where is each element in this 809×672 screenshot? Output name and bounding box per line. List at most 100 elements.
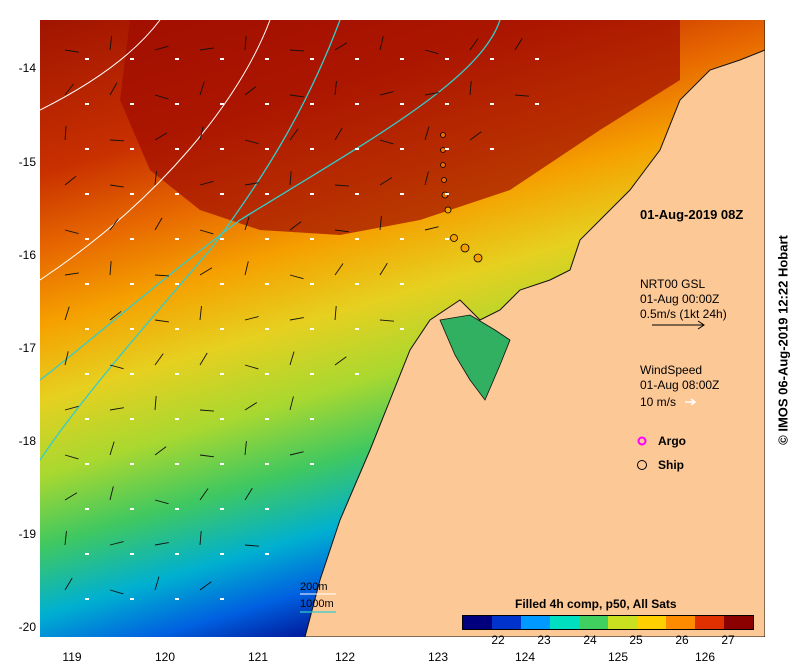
wind-vector xyxy=(130,418,134,420)
wind-vector xyxy=(355,238,359,240)
current-vector xyxy=(64,272,79,276)
current-vector xyxy=(109,364,124,370)
wind-vector xyxy=(310,193,314,195)
current-vector xyxy=(64,531,67,546)
wind-vector xyxy=(220,148,224,150)
current-vector xyxy=(109,589,124,595)
current-vector xyxy=(244,487,253,501)
wind-vector xyxy=(85,283,89,285)
wind-vector xyxy=(445,103,449,105)
current-vector xyxy=(64,306,70,321)
current-vector xyxy=(289,171,292,186)
wind-vector xyxy=(220,58,224,60)
current-vector xyxy=(289,274,304,280)
current-vector xyxy=(199,126,204,141)
wind-vector xyxy=(265,238,269,240)
wind-vector xyxy=(355,373,359,375)
wind-vector xyxy=(400,283,404,285)
current-vector xyxy=(154,94,169,100)
current-vector xyxy=(514,94,529,97)
wind-vector xyxy=(175,283,179,285)
wind-vector xyxy=(400,238,404,240)
current-vector xyxy=(379,216,382,231)
wind-vector xyxy=(265,283,269,285)
current-vector xyxy=(379,262,388,276)
wind-vector xyxy=(85,418,89,420)
wind-vector xyxy=(445,193,449,195)
depth-1000m-label: 1000m xyxy=(300,598,334,610)
current-vector xyxy=(199,180,214,186)
current-vector xyxy=(334,306,337,321)
current-vector xyxy=(109,311,122,321)
current-vector xyxy=(379,319,394,322)
x-tick-label: 125 xyxy=(607,650,629,664)
wind-vector xyxy=(400,328,404,330)
current-vector xyxy=(64,454,79,460)
x-tick-label: 119 xyxy=(62,650,82,664)
current-vector xyxy=(289,451,304,456)
current-vector xyxy=(154,499,169,505)
depth-200m-line xyxy=(300,593,336,595)
colorbar-swatch xyxy=(695,616,724,629)
ship-legend-label: Ship xyxy=(658,458,684,472)
current-vector xyxy=(469,81,472,96)
wind-vector xyxy=(490,58,494,60)
current-vector xyxy=(64,83,74,96)
current-vector xyxy=(109,184,124,188)
wind-vector xyxy=(265,553,269,555)
y-tick-label: -20 xyxy=(18,620,36,634)
current-legend-scale: 0.5m/s (1kt 24h) xyxy=(640,307,727,321)
wind-vector xyxy=(265,508,269,510)
wind-vector xyxy=(265,148,269,150)
current-vector xyxy=(334,229,349,233)
contour-200m-2 xyxy=(39,19,271,281)
wind-vector xyxy=(85,598,89,600)
y-tick-label: -18 xyxy=(18,434,36,448)
wind-vector xyxy=(175,328,179,330)
current-vector xyxy=(289,396,294,411)
current-vector xyxy=(424,171,429,186)
current-vector xyxy=(199,488,209,501)
current-vector xyxy=(334,81,337,96)
current-vector xyxy=(424,49,439,55)
wind-vector xyxy=(310,328,314,330)
wind-vector xyxy=(355,58,359,60)
wind-vector xyxy=(400,58,404,60)
current-vector xyxy=(154,396,157,411)
ship-track xyxy=(440,132,483,263)
wind-vector xyxy=(310,463,314,465)
wind-vector xyxy=(265,373,269,375)
wind-vector xyxy=(490,148,494,150)
wind-vector xyxy=(85,508,89,510)
wind-vector xyxy=(175,238,179,240)
current-vector xyxy=(244,402,258,411)
current-vector xyxy=(244,216,250,231)
current-vector xyxy=(64,175,77,186)
current-vector xyxy=(154,171,157,186)
wind-vector xyxy=(130,553,134,555)
wind-vector xyxy=(400,193,404,195)
colorbar-tick-label: 24 xyxy=(583,633,597,647)
current-vector xyxy=(469,131,482,141)
current-vector xyxy=(289,49,304,52)
wind-vector xyxy=(130,598,134,600)
sst-map[interactable] xyxy=(39,19,766,638)
wind-vector xyxy=(265,103,269,105)
wind-vector xyxy=(85,193,89,195)
current-vector xyxy=(154,274,169,277)
current-vector xyxy=(154,542,169,546)
wind-vector xyxy=(220,418,224,420)
current-vector xyxy=(379,91,394,96)
ship-marker-icon xyxy=(637,460,647,470)
current-vector xyxy=(109,36,113,51)
current-vector xyxy=(334,127,343,141)
wind-vector xyxy=(220,373,224,375)
colorbar-swatch xyxy=(550,616,579,629)
current-vector xyxy=(424,126,430,141)
warm-core xyxy=(120,20,680,235)
x-tick-label: 126 xyxy=(694,650,716,664)
wind-vector xyxy=(85,553,89,555)
wind-vector xyxy=(310,418,314,420)
colorbar xyxy=(462,615,754,630)
current-vector xyxy=(154,132,168,141)
